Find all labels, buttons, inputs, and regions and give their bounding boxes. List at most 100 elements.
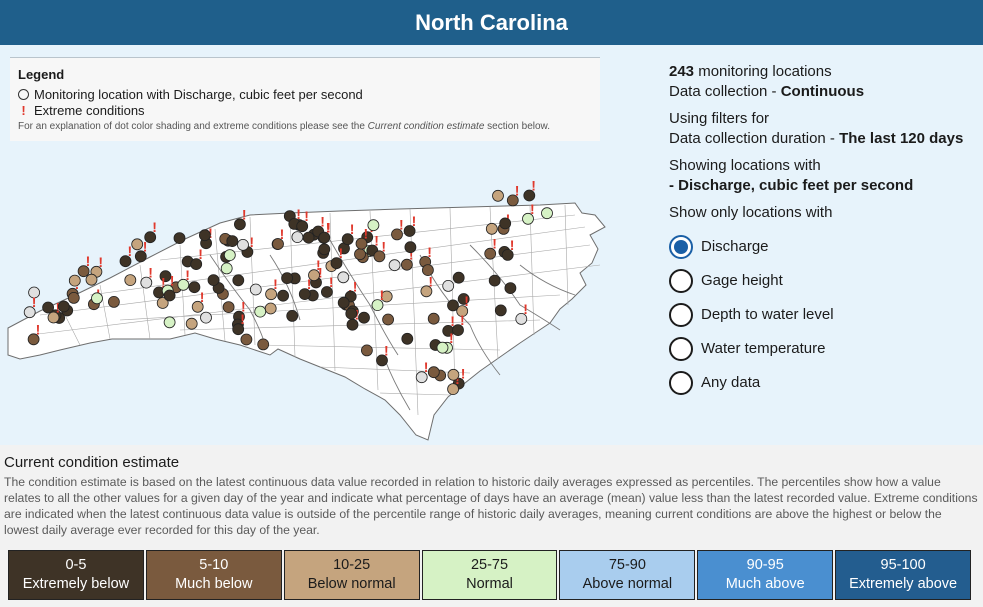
location-dot[interactable]	[308, 269, 320, 282]
location-dot[interactable]	[337, 296, 350, 309]
location-dot[interactable]	[188, 281, 201, 294]
location-dot[interactable]	[28, 286, 40, 299]
state-map[interactable]: !!!!!!!!!!!!!!!!!!!!!!!!!!!!!!!!!!!!!!!!…	[0, 145, 660, 450]
radio-water-temperature[interactable]: Water temperature	[669, 332, 983, 366]
location-dot[interactable]	[240, 333, 253, 346]
location-dot[interactable]	[91, 292, 103, 305]
location-dot[interactable]	[23, 306, 36, 319]
location-dot[interactable]	[220, 262, 233, 275]
location-dot[interactable]	[484, 247, 497, 260]
location-dot[interactable]	[159, 270, 172, 283]
location-dot[interactable]	[421, 264, 434, 276]
location-dot[interactable]	[77, 265, 90, 278]
location-dot[interactable]	[232, 274, 245, 287]
location-dot[interactable]	[320, 286, 333, 298]
location-dot[interactable]	[452, 271, 465, 284]
location-dot[interactable]	[237, 239, 249, 251]
location-dot[interactable]	[265, 288, 278, 301]
location-dot[interactable]	[391, 228, 403, 241]
radio-icon[interactable]	[669, 303, 693, 327]
location-dot[interactable]	[134, 250, 147, 263]
location-dot[interactable]	[388, 259, 401, 272]
location-dot[interactable]	[281, 272, 294, 285]
location-dot[interactable]	[108, 295, 120, 308]
location-dot[interactable]	[358, 311, 370, 324]
location-dot[interactable]	[447, 368, 460, 381]
location-dot[interactable]	[447, 383, 460, 396]
location-dot[interactable]	[156, 297, 169, 309]
legend-note-link[interactable]: Current condition estimate	[367, 121, 485, 132]
location-dot[interactable]	[272, 238, 284, 250]
location-dot[interactable]	[173, 232, 186, 244]
location-dot[interactable]	[223, 249, 236, 261]
location-dot[interactable]	[298, 288, 311, 301]
location-dot[interactable]	[68, 274, 81, 287]
location-dot[interactable]	[296, 220, 309, 233]
location-dot[interactable]	[499, 217, 512, 230]
radio-depth-to-water[interactable]: Depth to water level	[669, 298, 983, 332]
location-dot[interactable]	[420, 285, 433, 298]
location-dot[interactable]	[360, 344, 373, 357]
location-dot[interactable]	[185, 317, 198, 330]
location-dot[interactable]	[501, 249, 514, 261]
location-dot[interactable]	[345, 307, 358, 320]
location-dot[interactable]	[485, 222, 498, 235]
location-dot[interactable]	[226, 235, 239, 247]
location-dot[interactable]	[404, 241, 417, 254]
location-dot[interactable]	[163, 289, 176, 302]
location-dot[interactable]	[523, 189, 536, 202]
location-dot[interactable]	[427, 366, 440, 379]
radio-gage-height[interactable]: Gage height	[669, 264, 983, 298]
location-dot[interactable]	[232, 323, 245, 336]
location-dot[interactable]	[318, 243, 331, 256]
location-dot[interactable]	[249, 283, 262, 296]
location-dot[interactable]	[233, 218, 246, 231]
location-dot[interactable]	[222, 301, 235, 314]
location-dot[interactable]	[415, 371, 428, 384]
location-dot[interactable]	[515, 312, 528, 325]
location-dot[interactable]	[400, 258, 413, 271]
location-dot[interactable]	[367, 219, 380, 232]
location-dot[interactable]	[452, 324, 464, 337]
location-dot[interactable]	[119, 255, 132, 268]
location-dot[interactable]	[264, 302, 277, 315]
location-dot[interactable]	[457, 293, 470, 305]
location-dot[interactable]	[277, 289, 290, 302]
location-dot[interactable]	[124, 274, 137, 287]
location-dot[interactable]	[403, 225, 416, 237]
location-dot[interactable]	[380, 290, 393, 303]
monitoring-locations[interactable]: !!!!!!!!!!!!!!!!!!!!!!!!!!!!!!!!!!!!!!!!…	[23, 178, 553, 396]
location-dot[interactable]	[436, 341, 449, 354]
location-dot[interactable]	[373, 250, 386, 263]
location-dot[interactable]	[506, 194, 519, 207]
radio-selected-icon[interactable]	[669, 235, 693, 259]
location-dot[interactable]	[330, 257, 343, 270]
radio-discharge[interactable]: Discharge	[669, 230, 983, 264]
location-dot[interactable]	[341, 233, 354, 246]
location-dot[interactable]	[355, 237, 368, 250]
radio-icon[interactable]	[669, 269, 693, 293]
location-dot[interactable]	[27, 333, 40, 346]
location-dot[interactable]	[85, 273, 98, 286]
location-dot[interactable]	[401, 332, 414, 345]
location-dot[interactable]	[144, 231, 157, 244]
location-dot[interactable]	[456, 305, 469, 318]
location-dot[interactable]	[67, 291, 80, 304]
location-dot[interactable]	[488, 274, 501, 287]
location-dot[interactable]	[191, 300, 204, 313]
location-dot[interactable]	[447, 299, 459, 312]
location-dot[interactable]	[140, 276, 153, 289]
location-dot[interactable]	[427, 312, 440, 325]
location-dot[interactable]	[302, 231, 315, 244]
location-dot[interactable]	[337, 271, 350, 284]
radio-icon[interactable]	[669, 337, 693, 361]
location-dot[interactable]	[492, 189, 504, 202]
location-dot[interactable]	[257, 338, 270, 351]
location-dot[interactable]	[42, 301, 54, 314]
location-dot[interactable]	[494, 304, 507, 317]
location-dot[interactable]	[200, 311, 212, 324]
location-dot[interactable]	[207, 274, 220, 287]
location-dot[interactable]	[371, 299, 384, 312]
location-dot[interactable]	[318, 231, 331, 244]
location-dot[interactable]	[442, 279, 455, 292]
